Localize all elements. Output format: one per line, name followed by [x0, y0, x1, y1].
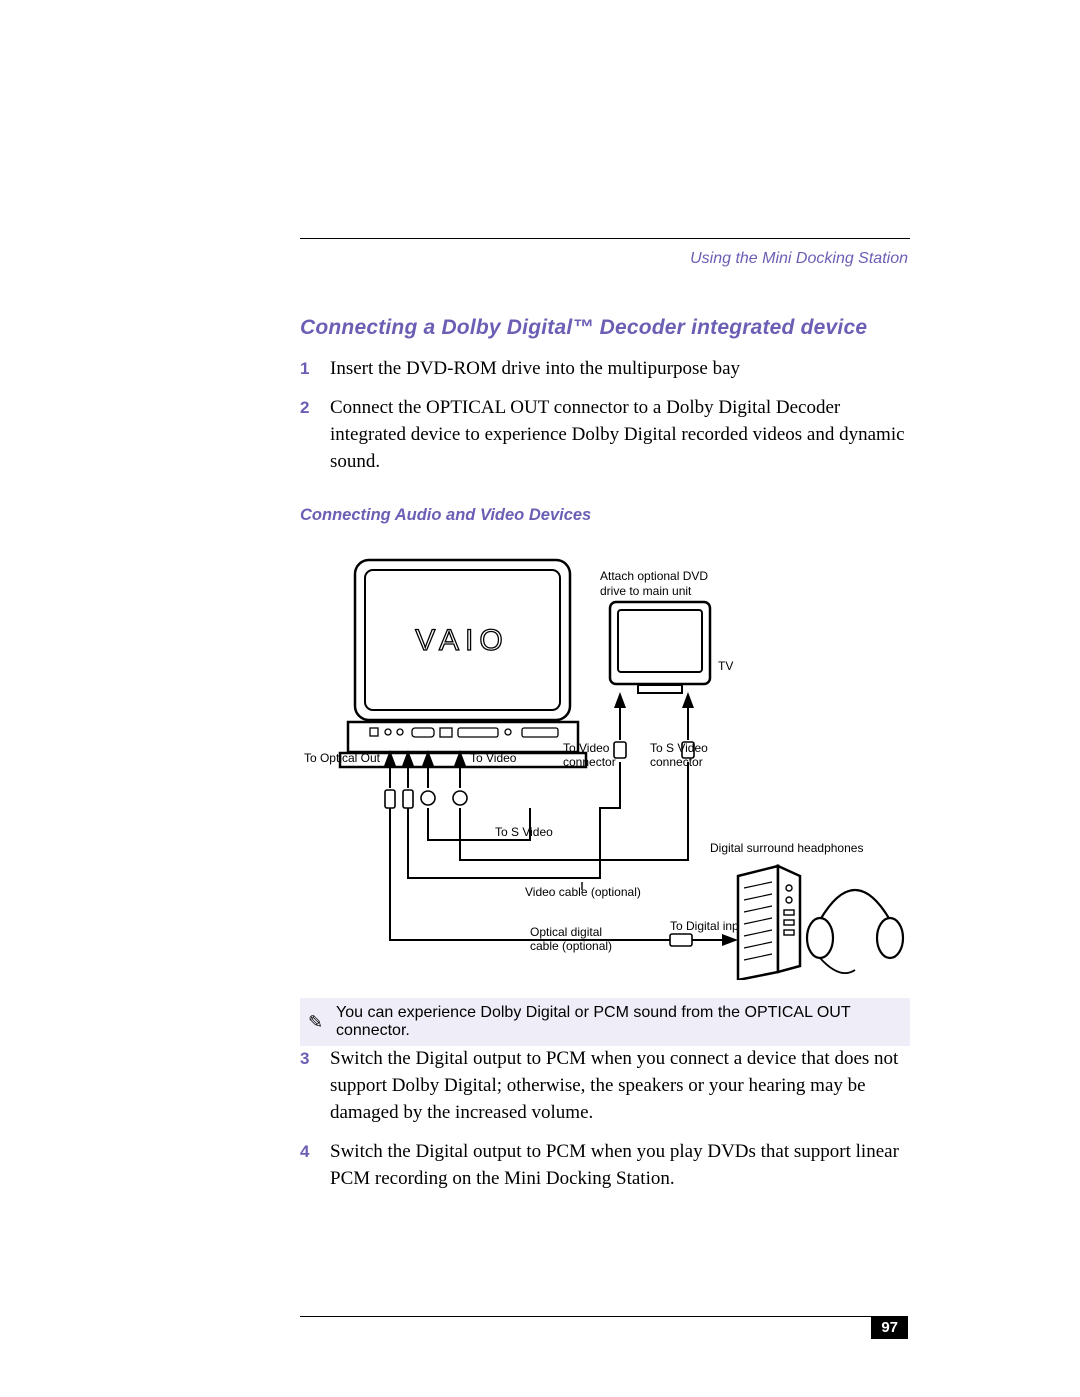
note-box: ✎ You can experience Dolby Digital or PC… [300, 998, 910, 1046]
tv-label: TV [718, 659, 733, 673]
steps-lower: 3 Switch the Digital output to PCM when … [300, 1046, 910, 1205]
attach-dvd-label-line1: Attach optional DVD [600, 569, 708, 583]
step-text: Connect the OPTICAL OUT connector to a D… [330, 395, 910, 476]
running-head: Using the Mini Docking Station [690, 250, 908, 268]
tv-icon [610, 602, 710, 693]
laptop-icon: VAIO [340, 560, 586, 767]
to-optical-out-label: To Optical Out [304, 751, 381, 765]
step-1: 1 Insert the DVD-ROM drive into the mult… [300, 356, 910, 383]
step-text: Switch the Digital output to PCM when yo… [330, 1139, 910, 1193]
to-video-connector-l2: connector [563, 755, 616, 769]
note-pen-icon: ✎ [308, 1013, 336, 1031]
top-rule [300, 238, 910, 239]
video-cable-optional-label: Video cable (optional) [525, 885, 641, 899]
optical-cable-l2: cable (optional) [530, 939, 612, 953]
to-s-video-label: To S Video [495, 825, 553, 839]
diagram-subhead: Connecting Audio and Video Devices [300, 506, 591, 525]
bottom-rule [300, 1316, 908, 1317]
page-number: 97 [871, 1316, 908, 1339]
step-text: Switch the Digital output to PCM when yo… [330, 1046, 910, 1127]
step-text: Insert the DVD-ROM drive into the multip… [330, 356, 910, 383]
note-text: You can experience Dolby Digital or PCM … [336, 1004, 902, 1040]
optical-cable-l1: Optical digital [530, 925, 602, 939]
to-video-left-label: To Video [470, 751, 517, 765]
step-3: 3 Switch the Digital output to PCM when … [300, 1046, 910, 1127]
page: Using the Mini Docking Station Connectin… [0, 0, 1080, 1397]
step-number: 2 [300, 395, 330, 476]
step-number: 4 [300, 1139, 330, 1193]
step-number: 3 [300, 1046, 330, 1127]
steps-upper: 1 Insert the DVD-ROM drive into the mult… [300, 356, 910, 488]
to-s-video-connector-l1: To S Video [650, 741, 708, 755]
vaio-logo: VAIO [415, 624, 508, 657]
headphones-icon [807, 890, 903, 973]
headphones-label: Digital surround headphones [710, 841, 863, 855]
step-number: 1 [300, 356, 330, 383]
attach-dvd-label-line2: drive to main unit [600, 584, 692, 598]
to-s-video-connector-l2: connector [650, 755, 703, 769]
section-title: Connecting a Dolby Digital™ Decoder inte… [300, 316, 867, 340]
decoder-icon [738, 866, 800, 980]
diagram-svg: VAIO TV [300, 540, 910, 980]
to-video-connector-l1: To Video [563, 741, 610, 755]
step-2: 2 Connect the OPTICAL OUT connector to a… [300, 395, 910, 476]
step-4: 4 Switch the Digital output to PCM when … [300, 1139, 910, 1193]
connection-diagram: VAIO TV [300, 540, 910, 980]
